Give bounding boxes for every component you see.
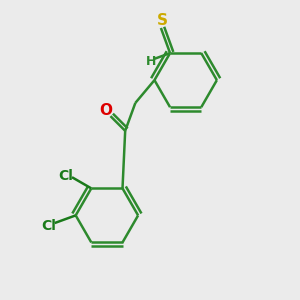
Text: H: H <box>146 55 156 68</box>
Text: Cl: Cl <box>41 219 56 233</box>
Text: S: S <box>157 13 168 28</box>
Text: Cl: Cl <box>58 169 73 183</box>
Text: O: O <box>100 103 112 118</box>
